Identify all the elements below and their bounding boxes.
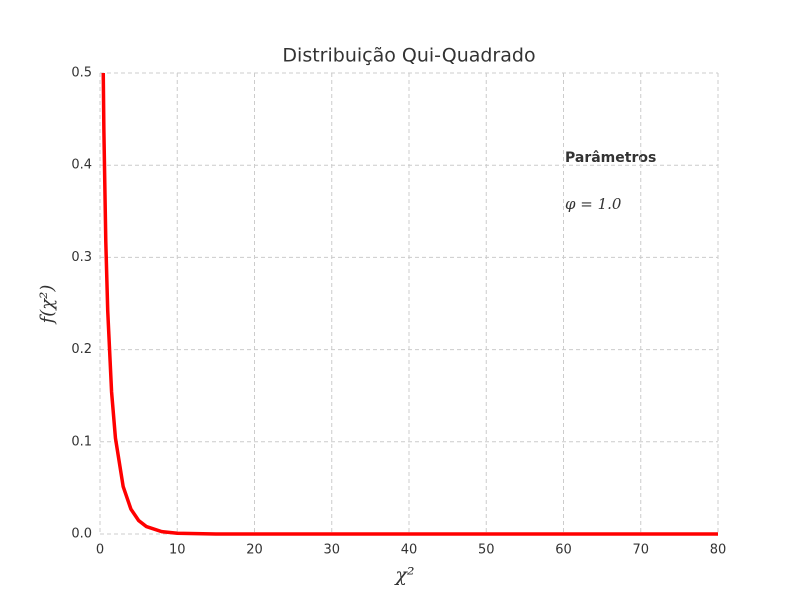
y-tick-label: 0.4: [71, 158, 92, 173]
x-tick-label: 10: [169, 543, 186, 558]
chart-title: Distribuição Qui-Quadrado: [282, 45, 535, 67]
x-tick-label: 40: [401, 543, 418, 558]
x-tick-label: 0: [96, 543, 104, 558]
x-tick-label: 60: [555, 543, 572, 558]
x-tick-label: 50: [478, 543, 495, 558]
x-tick-label: 80: [710, 543, 727, 558]
y-tick-label: 0.1: [71, 434, 92, 449]
annotation: Parâmetros: [565, 150, 656, 166]
annotation: φ = 1.0: [565, 195, 622, 213]
y-axis-label: f(χ²): [37, 285, 58, 326]
data-line: [101, 73, 718, 536]
x-tick-label: 30: [323, 543, 340, 558]
y-tick-label: 0.5: [71, 66, 92, 81]
x-tick-label: 20: [246, 543, 263, 558]
y-tick-label: 0.2: [71, 342, 92, 357]
y-tick-label: 0.3: [71, 250, 92, 265]
x-axis-label: χ²: [393, 564, 414, 586]
x-tick-label: 70: [632, 543, 649, 558]
y-tick-label: 0.0: [71, 527, 92, 542]
